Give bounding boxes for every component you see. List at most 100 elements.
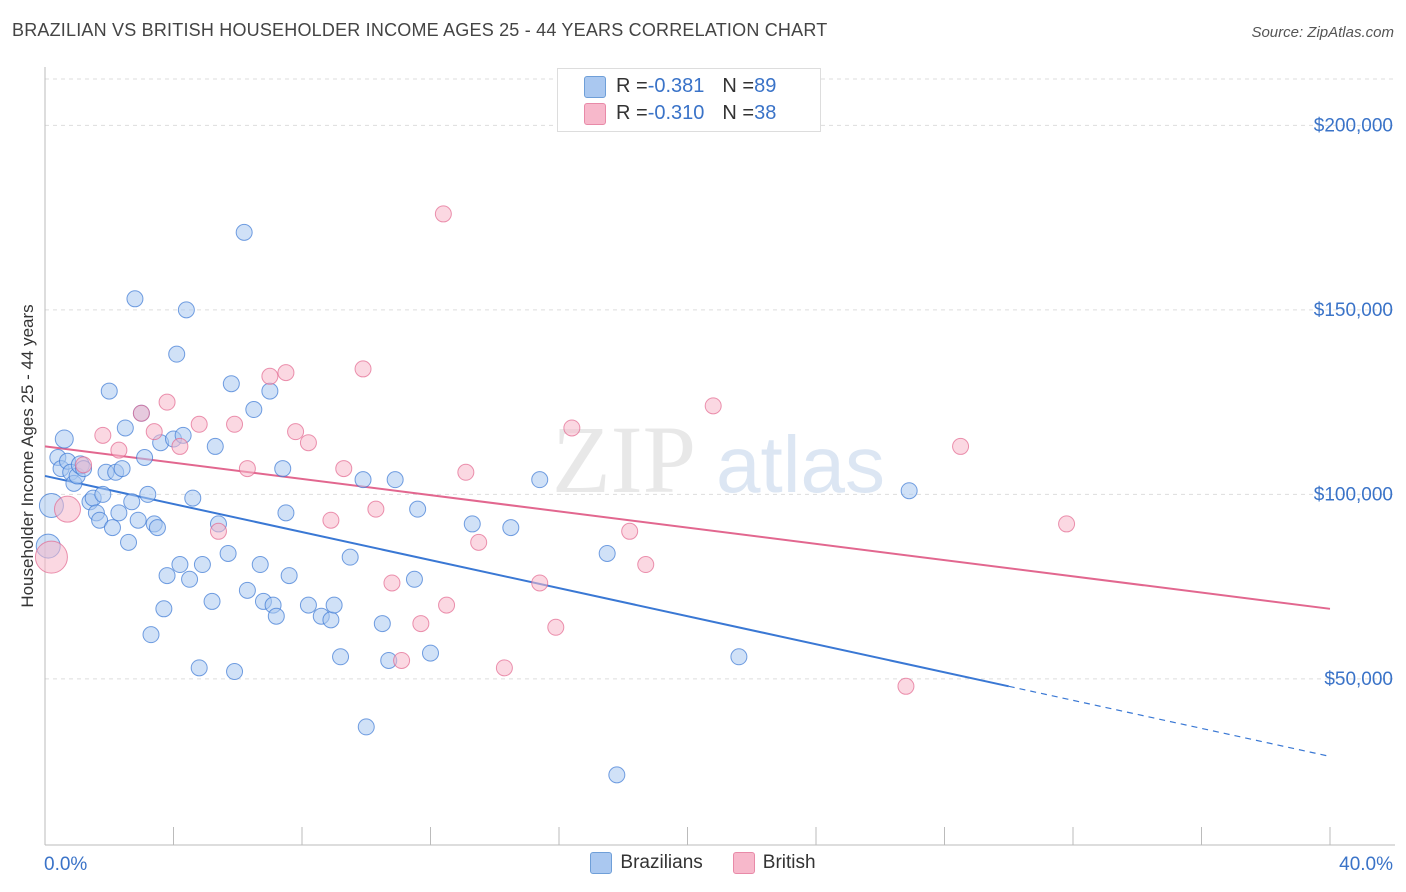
point-brazilians (299, 596, 317, 614)
point-brazilians (181, 570, 199, 588)
bottom-legend: Brazilians British (0, 852, 1406, 874)
point-british (367, 500, 385, 518)
x-tick-label-start: 0.0% (44, 854, 87, 875)
point-brazilians (245, 401, 263, 419)
point-british (110, 441, 128, 459)
point-brazilians (235, 223, 253, 241)
legend-item-british[interactable]: British (732, 852, 816, 874)
point-british (563, 419, 581, 437)
point-brazilians (94, 485, 112, 503)
point-british (277, 364, 295, 382)
r-label: R = (616, 75, 648, 97)
point-brazilians (463, 515, 481, 533)
point-brazilians (142, 626, 160, 644)
trend-line-british (44, 445, 1331, 610)
point-brazilians (171, 556, 189, 574)
point-brazilians (129, 511, 147, 529)
point-british (383, 574, 401, 592)
point-brazilians (531, 471, 549, 489)
point-brazilians (332, 648, 350, 666)
stats-row-brazilians: R = -0.381 N = 89 (584, 75, 776, 98)
n-value: 38 (754, 102, 777, 124)
r-value: -0.310 (647, 102, 705, 124)
point-brazilians (730, 648, 748, 666)
point-british (132, 404, 150, 422)
stats-legend: R = -0.381 N = 89 R = -0.310 N = 38 (557, 68, 821, 132)
point-brazilians (502, 519, 520, 537)
legend-label-british: British (762, 852, 816, 873)
point-brazilians (116, 419, 134, 437)
point-brazilians (123, 493, 141, 511)
y-tick-label: $100,000 (1314, 484, 1393, 505)
point-british (531, 574, 549, 592)
watermark: ZIP atlas (552, 406, 885, 513)
point-brazilians (136, 449, 154, 466)
point-brazilians (238, 581, 256, 599)
point-brazilians (222, 375, 240, 393)
point-british (354, 360, 372, 378)
point-brazilians (900, 482, 918, 500)
point-brazilians (193, 556, 211, 574)
n-label: N = (722, 102, 755, 124)
point-british (470, 533, 488, 551)
point-brazilians (373, 615, 391, 633)
point-british (412, 615, 430, 633)
legend-item-brazilians[interactable]: Brazilians (590, 852, 703, 874)
point-brazilians (226, 663, 244, 681)
point-british (438, 596, 456, 614)
point-brazilians (422, 644, 439, 662)
point-brazilians (190, 659, 208, 677)
point-brazilians (277, 504, 295, 522)
point-brazilians (168, 345, 186, 363)
point-british (261, 367, 279, 385)
point-brazilians (261, 382, 279, 400)
point-british (190, 415, 208, 433)
point-brazilians (177, 301, 195, 319)
point-british (238, 460, 256, 478)
point-brazilians (148, 519, 166, 537)
point-british (393, 651, 411, 669)
point-brazilians (280, 567, 298, 585)
point-british (897, 677, 915, 695)
r-label: R = (616, 102, 648, 124)
point-british (621, 522, 639, 540)
y-tick-label: $150,000 (1314, 300, 1393, 321)
point-brazilians (203, 592, 221, 610)
point-brazilians (357, 718, 375, 736)
point-british (952, 437, 970, 455)
point-british (287, 423, 305, 441)
point-brazilians (409, 500, 427, 518)
point-brazilians (54, 429, 74, 449)
point-brazilians (325, 596, 343, 614)
trend-lines (44, 445, 1331, 758)
trend-line-brazilians (44, 474, 1009, 688)
point-british (637, 556, 655, 574)
n-value: 89 (754, 75, 777, 97)
point-british (209, 522, 227, 540)
point-brazilians (158, 567, 176, 585)
point-brazilians (386, 471, 404, 489)
legend-label-brazilians: Brazilians (620, 852, 703, 873)
point-brazilians (206, 437, 224, 455)
axes (44, 67, 1395, 846)
point-brazilians (608, 766, 626, 784)
point-brazilians (91, 511, 109, 529)
point-brazilians (100, 382, 118, 400)
y-tick-label: $50,000 (1324, 669, 1393, 690)
point-brazilians (139, 485, 157, 503)
point-british (75, 456, 93, 474)
point-brazilians (322, 611, 340, 629)
x-tick-label-end: 40.0% (1339, 854, 1393, 875)
point-british (158, 393, 176, 411)
point-brazilians (267, 607, 285, 625)
point-british (53, 495, 81, 523)
point-brazilians (184, 489, 202, 507)
point-british (495, 659, 513, 677)
brazilians-swatch (584, 75, 606, 98)
point-brazilians (274, 460, 292, 478)
point-british (704, 397, 722, 415)
legend-swatch-brazilians (590, 852, 613, 874)
point-british (457, 463, 475, 481)
british-swatch (584, 102, 606, 125)
